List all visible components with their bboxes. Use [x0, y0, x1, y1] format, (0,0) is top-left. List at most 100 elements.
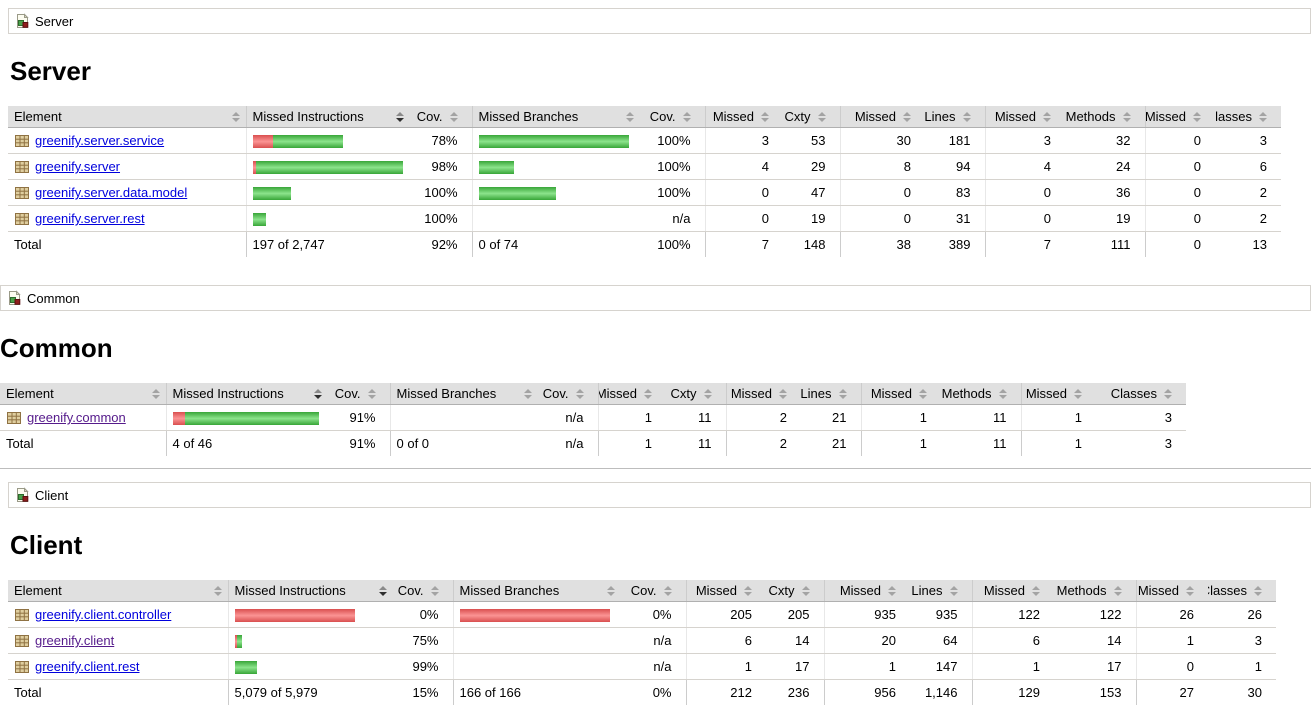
total-branch-coverage: 0%	[652, 685, 672, 700]
methods-cell: 17	[1054, 653, 1136, 680]
sort-icon	[761, 111, 769, 122]
missed-cxty-cell: 1	[685, 653, 766, 680]
instruction-coverage-cell: 100%	[410, 205, 472, 232]
package-link[interactable]: greenify.server.data.model	[35, 185, 188, 200]
branch-coverage-cell: n/a	[640, 205, 705, 232]
column-header-missed-cxty[interactable]: Missed	[704, 106, 783, 128]
sort-icon	[607, 585, 615, 596]
sort-icon	[231, 111, 240, 122]
breadcrumb: Server	[8, 8, 1311, 34]
column-header-element[interactable]: Element	[8, 580, 228, 602]
sort-icon	[817, 111, 826, 122]
column-header-coverage-branches[interactable]: Cov.	[538, 383, 598, 405]
package-link[interactable]: greenify.common	[27, 410, 126, 425]
total-lines: 1,146	[924, 685, 958, 700]
table-row: greenify.client.controller 0% 0% 205 205…	[8, 601, 1276, 628]
cxty-cell: 29	[783, 153, 840, 180]
missed-cxty-cell: 205	[685, 601, 766, 628]
column-header-methods[interactable]: Methods	[1065, 106, 1145, 128]
package-icon	[14, 133, 30, 149]
classes-cell: 3	[1208, 627, 1276, 654]
breadcrumb-current: Server	[35, 13, 74, 29]
package-link[interactable]: greenify.server	[35, 159, 121, 174]
sort-icon	[1186, 585, 1194, 596]
column-header-coverage-instructions[interactable]: Cov.	[328, 383, 390, 405]
column-header-lines[interactable]: Lines	[910, 580, 972, 602]
table-header-row: Element Missed Instructions Cov. Missed …	[0, 383, 1186, 405]
column-header-methods[interactable]: Methods	[1054, 580, 1136, 602]
package-icon	[14, 633, 30, 649]
instruction-coverage-cell: 75%	[393, 627, 453, 654]
classes-cell: 1	[1208, 653, 1276, 680]
missed-instructions-bar	[245, 205, 410, 232]
column-header-missed-branches[interactable]: Missed Branches	[452, 580, 621, 602]
total-missed-classes: 0	[1144, 231, 1215, 257]
column-header-missed-lines[interactable]: Missed	[725, 383, 801, 405]
missed-branches-bar	[471, 127, 640, 154]
column-header-missed-instructions[interactable]: Missed Instructions	[165, 383, 328, 405]
column-header-cxty[interactable]: Cxty	[666, 383, 726, 405]
column-header-coverage-instructions[interactable]: Cov.	[410, 106, 472, 128]
column-header-missed-methods[interactable]: Missed	[860, 383, 941, 405]
column-header-missed-lines[interactable]: Missed	[839, 106, 925, 128]
package-link[interactable]: greenify.client	[35, 633, 115, 648]
column-header-coverage-branches[interactable]: Cov.	[640, 106, 705, 128]
sort-icon	[1043, 111, 1051, 122]
column-header-missed-classes[interactable]: Missed	[1144, 106, 1215, 128]
column-header-classes[interactable]: Classes	[1208, 580, 1276, 602]
column-header-element[interactable]: Element	[8, 106, 246, 128]
total-cxty: 148	[803, 237, 826, 252]
column-header-coverage-instructions[interactable]: Cov.	[393, 580, 453, 602]
column-header-missed-branches[interactable]: Missed Branches	[389, 383, 538, 405]
branch-coverage-cell: 100%	[640, 127, 705, 154]
column-header-missed-cxty[interactable]: Missed	[685, 580, 766, 602]
column-header-missed-classes[interactable]: Missed	[1020, 383, 1096, 405]
missed-instructions-bar	[227, 601, 393, 628]
cxty-cell: 53	[783, 127, 840, 154]
column-header-classes[interactable]: Classes	[1096, 383, 1186, 405]
missed-branches-bar	[471, 153, 640, 180]
lines-cell: 64	[910, 627, 972, 654]
missed-cxty-cell: 6	[685, 627, 766, 654]
column-header-lines[interactable]: Lines	[925, 106, 985, 128]
column-header-missed-classes[interactable]: Missed	[1135, 580, 1208, 602]
total-missed-classes: 1	[1020, 430, 1096, 456]
package-link[interactable]: greenify.client.controller	[35, 607, 172, 622]
column-header-missed-branches[interactable]: Missed Branches	[471, 106, 640, 128]
column-header-classes[interactable]: Classes	[1215, 106, 1281, 128]
package-icon	[14, 211, 30, 227]
sort-icon	[949, 585, 958, 596]
sort-icon	[919, 388, 927, 399]
table-row: greenify.server.rest 100% n/a 0 19 0 31 …	[8, 205, 1281, 232]
total-instruction-coverage: 91%	[349, 436, 376, 451]
column-header-missed-methods[interactable]: Missed	[971, 580, 1054, 602]
missed-branches-bar	[471, 205, 640, 232]
column-header-missed-lines[interactable]: Missed	[823, 580, 910, 602]
column-header-cxty[interactable]: Cxty	[783, 106, 840, 128]
missed-classes-cell: 1	[1135, 627, 1208, 654]
column-header-coverage-branches[interactable]: Cov.	[621, 580, 686, 602]
package-link[interactable]: greenify.client.rest	[35, 659, 140, 674]
column-header-missed-cxty[interactable]: Missed	[597, 383, 666, 405]
column-header-missed-methods[interactable]: Missed	[984, 106, 1065, 128]
package-link[interactable]: greenify.server.rest	[35, 211, 145, 226]
methods-cell: 36	[1065, 179, 1145, 206]
column-header-missed-instructions[interactable]: Missed Instructions	[245, 106, 410, 128]
sort-icon	[1164, 388, 1172, 399]
methods-cell: 11	[941, 404, 1021, 431]
column-header-lines[interactable]: Lines	[801, 383, 861, 405]
sort-icon	[379, 585, 387, 596]
cxty-cell: 205	[766, 601, 824, 628]
column-header-cxty[interactable]: Cxty	[766, 580, 824, 602]
sort-icon	[213, 585, 222, 596]
element-cell: greenify.server.service	[8, 127, 246, 154]
element-cell: greenify.server.data.model	[8, 179, 246, 206]
table-total-row: Total 4 of 46 91% 0 of 0 n/a 1 11 2 21 1…	[0, 430, 1186, 456]
total-classes: 30	[1247, 685, 1262, 700]
package-link[interactable]: greenify.server.service	[35, 133, 165, 148]
lines-cell: 94	[925, 153, 985, 180]
column-header-methods[interactable]: Methods	[941, 383, 1021, 405]
table-row: greenify.server.data.model 100% 100% 0 4…	[8, 179, 1281, 206]
column-header-missed-instructions[interactable]: Missed Instructions	[227, 580, 393, 602]
column-header-element[interactable]: Element	[0, 383, 166, 405]
